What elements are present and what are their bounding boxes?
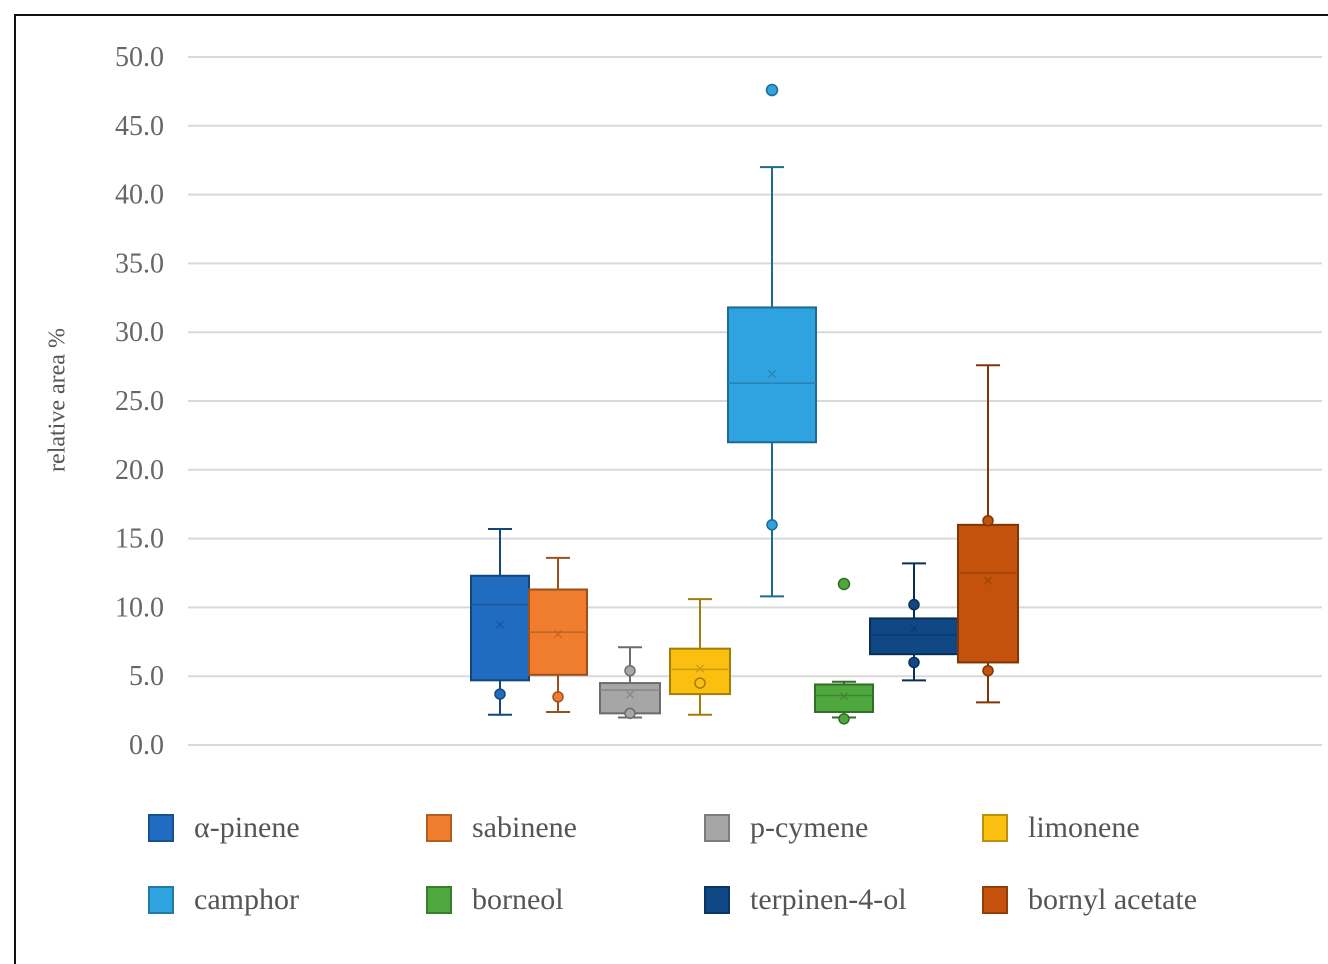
box-camphor: × [727,83,817,598]
legend-item: sabinene [426,808,704,848]
mean-marker: × [766,366,778,382]
legend-label: p-cymene [750,811,869,844]
y-tick-label: 25.0 [115,386,164,417]
y-tick-label: 5.0 [129,661,164,692]
data-point [494,688,506,700]
mean-marker: × [982,573,994,589]
box-iqr [869,617,959,656]
box-terpinen-4-ol: × [869,562,959,682]
data-point [982,664,994,677]
legend-label: borneol [472,883,564,916]
mean-marker: × [624,687,636,703]
box-bornyl-acetate: × [957,364,1019,704]
legend-label: α-pinene [194,811,300,844]
legend-item: camphor [148,880,426,920]
legend-swatch [982,814,1008,842]
mean-marker: × [838,688,850,704]
gridlines [188,56,1322,746]
legend-swatch [426,886,452,914]
legend-item: α-pinene [148,808,426,848]
outlier-point [837,577,851,591]
y-tick-label: 10.0 [115,592,164,623]
legend-swatch [148,886,174,914]
y-tick-label: 20.0 [115,455,164,486]
box-sabinene: × [528,556,588,713]
legend-item: terpinen-4-ol [704,880,982,920]
data-point [624,707,636,720]
legend-label: limonene [1028,811,1140,844]
data-point [908,656,920,669]
legend-label: terpinen-4-ol [750,883,907,916]
box-α-pinene: × [470,527,530,716]
data-point [694,677,706,689]
y-tick-label: 50.0 [115,42,164,73]
data-point [766,519,778,531]
legend-swatch [704,814,730,842]
y-tick-label: 45.0 [115,111,164,142]
mean-marker: × [694,661,706,677]
data-point [982,514,994,527]
box-iqr [470,574,530,682]
y-tick-label: 15.0 [115,524,164,555]
box-iqr [957,523,1019,664]
box-iqr [727,306,817,444]
outlier-point [765,83,779,97]
data-point [624,664,636,677]
data-point [552,691,564,703]
legend-label: bornyl acetate [1028,883,1198,916]
legend-item: bornyl acetate [982,880,1278,920]
y-tick-label: 30.0 [115,317,164,348]
mean-marker: × [494,617,506,633]
y-tick-label: 0.0 [129,730,164,761]
legend-item: limonene [982,808,1278,848]
mean-marker: × [908,621,920,637]
box-iqr [814,683,874,713]
mean-marker: × [552,627,564,643]
legend-swatch [982,886,1008,914]
data-point [908,598,920,611]
box-limonene: × [669,598,731,716]
chart-frame [14,14,1328,964]
box-series: × × × × × × × × [470,83,1019,725]
legend-label: sabinene [472,811,577,844]
legend-swatch [704,886,730,914]
box-p-cymene: × [599,646,661,720]
y-axis-label: relative area % [44,328,71,472]
legend-swatch [148,814,174,842]
y-tick-label: 35.0 [115,248,164,279]
y-axis-ticks: 50.0 45.0 40.0 35.0 30.0 25.0 20.0 15.0 10.0 5.0 0… [115,42,164,761]
y-tick-label: 40.0 [115,180,164,211]
legend: α-pinene sabinene p-cymene limonene camphor b… [148,808,1278,920]
legend-item: borneol [426,880,704,920]
legend-label: camphor [194,883,299,916]
box-borneol: × [814,577,874,725]
legend-item: p-cymene [704,808,982,848]
legend-swatch [426,814,452,842]
data-point [838,713,850,725]
